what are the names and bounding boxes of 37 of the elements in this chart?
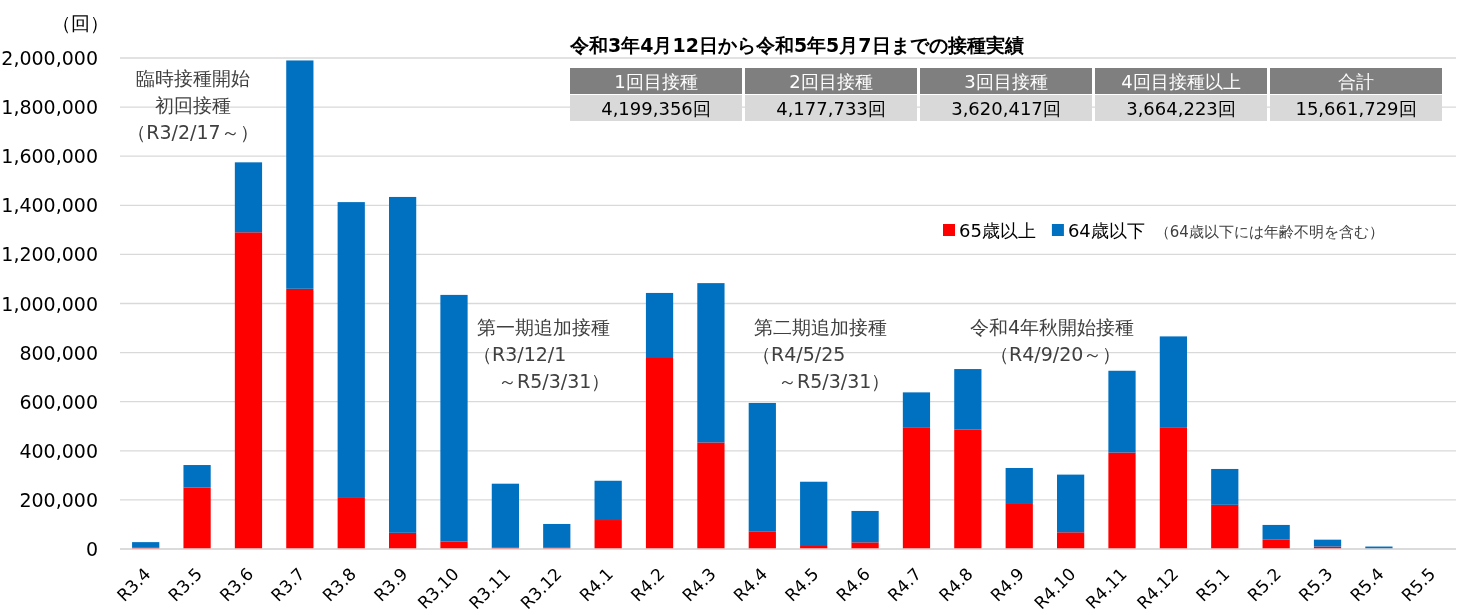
annotation: （R3/2/17～） bbox=[127, 121, 259, 143]
annotation: 3回目接種 bbox=[964, 71, 1048, 92]
y-tick-label: 0 bbox=[85, 538, 98, 560]
legend-label: 64歳以下 bbox=[1067, 220, 1145, 241]
y-tick-label: 400,000 bbox=[19, 439, 98, 462]
chart-title: 令和3年4月12日から令和5年5月7日までの接種実績 bbox=[569, 34, 1024, 56]
annotation: （R4/5/25 bbox=[752, 343, 846, 365]
y-tick-label: 1,800,000 bbox=[1, 96, 98, 119]
annotation: ～R5/3/31） bbox=[498, 370, 611, 392]
annotation: 4,177,733回 bbox=[776, 98, 886, 119]
annotation: （64歳以下には年齢不明を含む） bbox=[1154, 223, 1384, 241]
annotation: 第一期追加接種 bbox=[476, 316, 610, 338]
annotation: （R3/12/1 bbox=[473, 343, 567, 365]
annotation: 臨時接種開始 bbox=[136, 67, 250, 89]
y-tick-label: 1,600,000 bbox=[1, 145, 98, 168]
y-tick-label: 2,000,000 bbox=[1, 47, 98, 69]
y-tick-label: 800,000 bbox=[19, 341, 98, 364]
annotation: 1回目接種 bbox=[614, 71, 698, 92]
legend-label: 65歳以上 bbox=[959, 220, 1036, 241]
annotation: 初回接種 bbox=[155, 94, 231, 116]
annotation: 合計 bbox=[1338, 71, 1374, 92]
y-tick-label: 1,000,000 bbox=[1, 292, 98, 315]
y-tick-label: 1,200,000 bbox=[1, 243, 98, 266]
y-tick-label: 200,000 bbox=[19, 488, 98, 511]
y-axis-title: （回） bbox=[51, 12, 109, 34]
y-tick-label: 1,400,000 bbox=[1, 194, 98, 217]
annotation: 4回目接種以上 bbox=[1121, 71, 1241, 92]
annotation: ～R5/3/31） bbox=[778, 370, 891, 392]
annotation: （R4/9/20～） bbox=[990, 343, 1122, 365]
annotation: 3,664,223回 bbox=[1126, 98, 1236, 119]
annotation: 第二期追加接種 bbox=[753, 316, 887, 338]
annotation: 2回目接種 bbox=[789, 71, 873, 92]
annotation: 4,199,356回 bbox=[601, 98, 711, 119]
y-tick-label: 600,000 bbox=[19, 390, 98, 413]
annotation: 令和4年秋開始接種 bbox=[969, 316, 1135, 338]
annotation: 3,620,417回 bbox=[951, 98, 1061, 119]
annotation: 15,661,729回 bbox=[1295, 98, 1417, 119]
